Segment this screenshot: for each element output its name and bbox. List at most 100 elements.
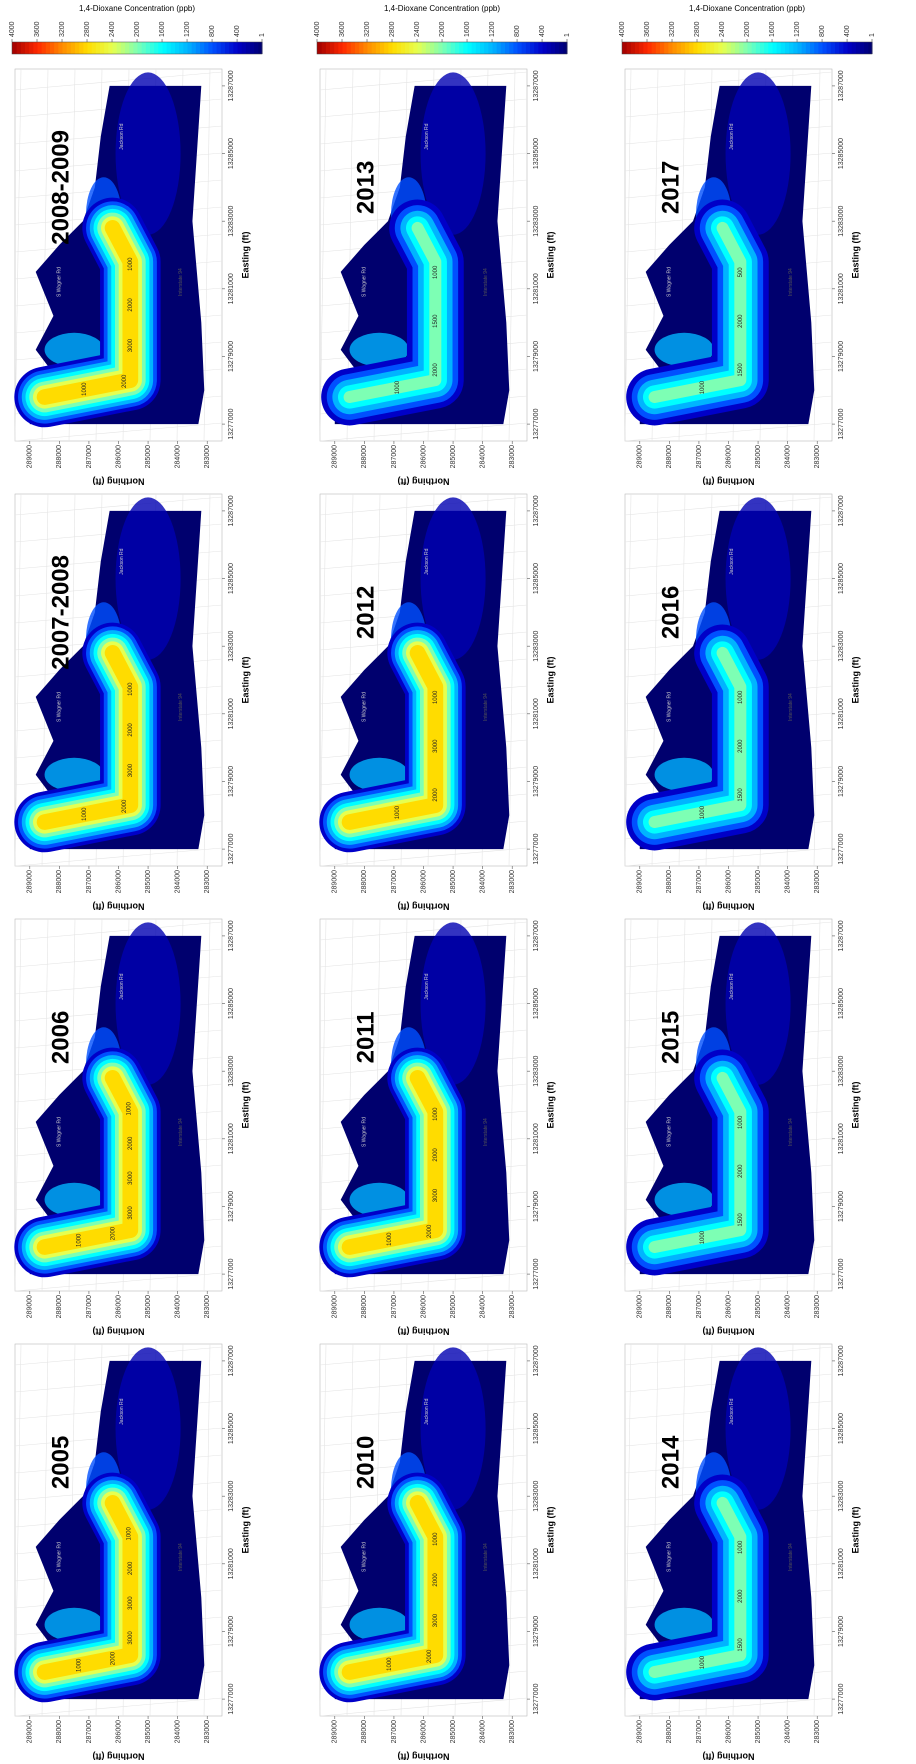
colorbar-swatch (484, 42, 489, 54)
contour-label: 2000 (738, 1164, 744, 1178)
contour-label: 3000 (128, 763, 134, 777)
contour-label: 1000 (395, 805, 401, 819)
street-label: S Wagner Rd (57, 1117, 63, 1147)
colorbar-swatch (183, 42, 188, 54)
y-tick-label: 283000 (204, 1720, 211, 1743)
y-tick-label: 289000 (332, 870, 339, 893)
colorbar-swatch (693, 42, 698, 54)
colorbar-swatch (413, 42, 418, 54)
y-axis-title: Northing (ft) (93, 1752, 145, 1762)
street-label: Interstate 94 (788, 693, 794, 721)
contour-label: 2000 (738, 739, 744, 753)
y-tick-label: 288000 (361, 445, 368, 468)
contour-label: 1500 (738, 363, 744, 377)
x-tick-label: 13287000 (533, 70, 540, 101)
colorbar-swatch (655, 42, 660, 54)
x-axis-title: Easting (ft) (545, 1507, 555, 1554)
x-tick-label: 13283000 (838, 206, 845, 237)
street-label: Jackson Rd (729, 973, 735, 999)
colorbar-swatch (643, 42, 648, 54)
x-tick-label: 13287000 (533, 920, 540, 951)
colorbar-swatch (446, 42, 451, 54)
colorbar-swatch (664, 42, 669, 54)
y-tick-label: 288000 (666, 1720, 673, 1743)
colorbar-swatch (513, 42, 518, 54)
contour-label: 1000 (738, 1540, 744, 1554)
x-axis-title: Easting (ft) (850, 657, 860, 704)
colorbar-tick-label: 1200 (184, 21, 191, 37)
x-tick-label: 13281000 (533, 1123, 540, 1154)
x-tick-label: 13277000 (228, 1683, 235, 1714)
colorbar-swatch (191, 42, 196, 54)
colorbar-swatch (133, 42, 138, 54)
colorbar-swatch (400, 42, 405, 54)
colorbar-swatch (120, 42, 125, 54)
contour-label: 1000 (82, 807, 88, 821)
colorbar-swatch (718, 42, 723, 54)
street-label: Interstate 94 (788, 1118, 794, 1146)
y-tick-label: 284000 (174, 1720, 181, 1743)
street-label: S Wagner Rd (667, 692, 673, 722)
x-tick-label: 13287000 (838, 70, 845, 101)
contour-label: 1000 (82, 382, 88, 396)
colorbar-tick-label: 3600 (339, 21, 346, 37)
contour-label: 2000 (128, 1561, 134, 1575)
y-tick-label: 289000 (27, 1720, 34, 1743)
y-tick-label: 286000 (725, 445, 732, 468)
colorbar-swatch (83, 42, 88, 54)
y-tick-label: 286000 (725, 1295, 732, 1318)
y-tick-label: 288000 (666, 870, 673, 893)
contour-label: 1000 (738, 690, 744, 704)
colorbar-swatch (216, 42, 221, 54)
contour-label: 1500 (433, 314, 439, 328)
colorbar-swatch (743, 42, 748, 54)
x-tick-label: 13281000 (838, 273, 845, 304)
street-label: Jackson Rd (119, 1398, 125, 1424)
x-tick-label: 13287000 (228, 920, 235, 951)
colorbar-swatch (417, 42, 422, 54)
contour-label: 2000 (738, 1589, 744, 1603)
colorbar-swatch (714, 42, 719, 54)
y-tick-label: 284000 (784, 1720, 791, 1743)
colorbar-tick-label: 3200 (364, 21, 371, 37)
y-axis-title: Northing (ft) (398, 902, 450, 912)
x-tick-label: 13283000 (838, 1056, 845, 1087)
colorbar-tick-label: 2400 (109, 21, 116, 37)
y-tick-label: 287000 (696, 870, 703, 893)
y-tick-label: 286000 (115, 870, 122, 893)
colorbar-swatch (367, 42, 372, 54)
colorbar-swatch (421, 42, 426, 54)
panel-title: 2010 (353, 1436, 380, 1489)
colorbar-swatch (100, 42, 105, 54)
colorbar-swatch (480, 42, 485, 54)
colorbar-swatch (29, 42, 34, 54)
colorbar-swatch (229, 42, 234, 54)
x-tick-label: 13285000 (838, 988, 845, 1019)
y-tick-label: 287000 (696, 445, 703, 468)
contour-label: 2000 (433, 788, 439, 802)
y-tick-label: 287000 (696, 1295, 703, 1318)
colorbar-swatch (33, 42, 38, 54)
colorbar-swatch (559, 42, 564, 54)
contour-label: 1000 (700, 1230, 706, 1244)
colorbar-tick-label: 1 (869, 33, 876, 37)
panel-title: 2013 (353, 161, 380, 214)
colorbar-swatch (747, 42, 752, 54)
colorbar-swatch (542, 42, 547, 54)
y-tick-label: 288000 (56, 1720, 63, 1743)
colorbar-swatch (622, 42, 627, 54)
contour-label: 1000 (700, 380, 706, 394)
contour-label: 1000 (76, 1233, 82, 1247)
x-tick-label: 13281000 (228, 1548, 235, 1579)
y-tick-label: 286000 (725, 870, 732, 893)
colorbar-swatch (760, 42, 765, 54)
colorbar-swatch (864, 42, 869, 54)
x-tick-label: 13285000 (533, 1413, 540, 1444)
y-tick-label: 283000 (509, 1720, 516, 1743)
x-tick-label: 13279000 (838, 1191, 845, 1222)
colorbar-swatch (818, 42, 823, 54)
street-label: Interstate 94 (178, 1543, 184, 1571)
colorbar-swatch (233, 42, 238, 54)
colorbar-swatch (660, 42, 665, 54)
